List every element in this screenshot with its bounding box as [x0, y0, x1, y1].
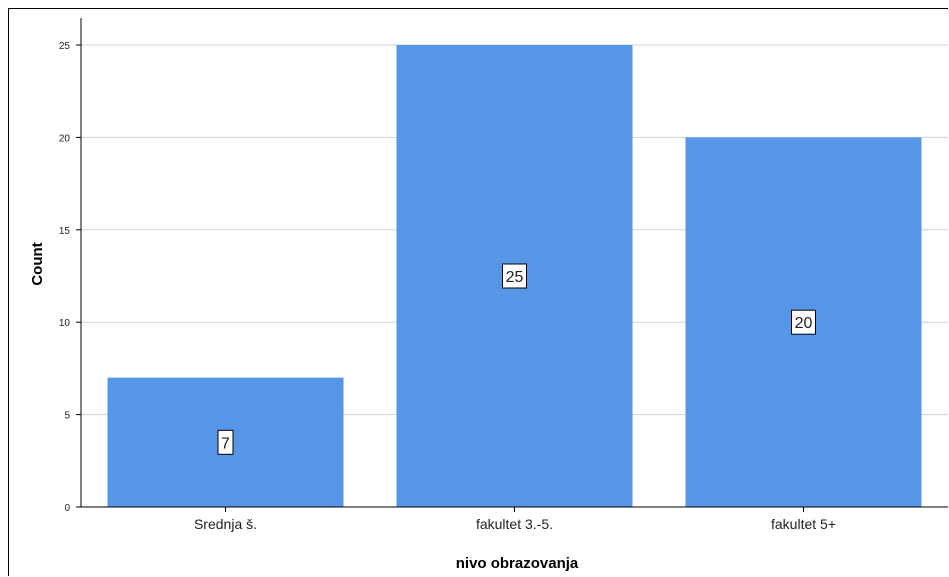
x-tick-labels: Srednja š. fakultet 3.-5. fakultet 5+	[194, 507, 836, 532]
data-label-box	[217, 429, 234, 455]
y-axis-title: Count	[29, 242, 46, 285]
x-tick-label: Srednja š.	[194, 516, 257, 532]
data-label: 20	[795, 315, 813, 332]
y-tick-label: 25	[59, 41, 71, 52]
data-label-box	[502, 263, 527, 289]
x-tick-label: fakultet 3.-5.	[476, 516, 553, 532]
y-tick-label: 20	[59, 133, 71, 144]
data-label: 7	[221, 435, 230, 452]
data-label: 25	[506, 269, 524, 286]
x-axis-title: nivo obrazovanja	[456, 555, 579, 572]
y-tick-labels: 0 5 10 15 20 25	[59, 41, 81, 514]
x-tick-label: fakultet 5+	[771, 516, 836, 532]
y-tick-label: 5	[64, 411, 70, 422]
y-tick-label: 10	[59, 318, 71, 329]
chart-frame	[8, 8, 948, 576]
data-label-box	[791, 309, 816, 335]
data-labels: 7 25 20	[217, 263, 816, 455]
y-tick-label: 0	[64, 503, 70, 514]
y-tick-label: 15	[59, 226, 71, 237]
